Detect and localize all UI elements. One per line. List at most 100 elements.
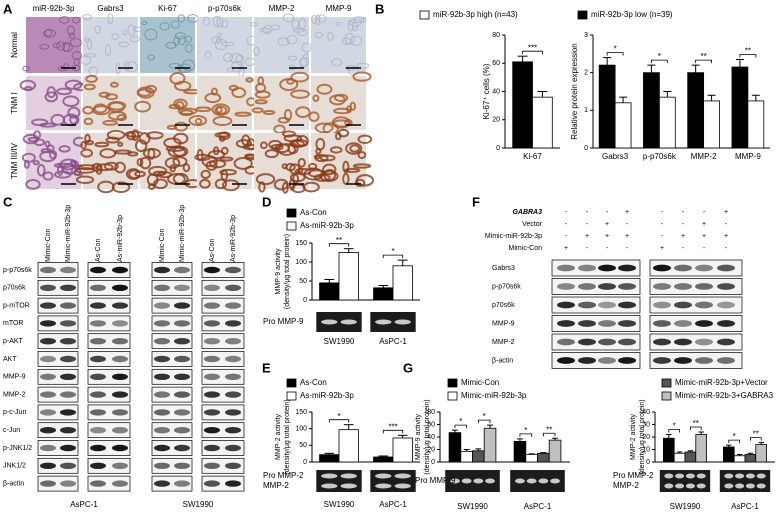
significance-label: ** xyxy=(693,419,699,428)
condition-sign: - xyxy=(661,221,664,228)
blot-band xyxy=(90,320,106,327)
blot-band xyxy=(90,409,106,416)
bar xyxy=(512,61,533,149)
tissue-structure xyxy=(315,14,321,26)
bar xyxy=(472,450,485,463)
y-tick-label: 3 xyxy=(584,32,588,39)
significance-label: ** xyxy=(753,430,759,439)
blot-band xyxy=(557,320,575,327)
blot-band xyxy=(598,357,616,364)
condition-sign: - xyxy=(725,245,728,252)
blot-band xyxy=(618,301,636,309)
tissue-structure xyxy=(48,150,58,160)
tissue-structure xyxy=(315,137,326,151)
significance-bracket xyxy=(695,59,712,64)
bar xyxy=(319,282,340,301)
blot-band xyxy=(112,320,128,327)
gel-image xyxy=(659,470,711,492)
tissue-structure xyxy=(84,139,94,146)
column-header: Ki-67 xyxy=(158,4,177,13)
tissue-structure xyxy=(253,47,260,56)
blot-frame xyxy=(151,351,193,367)
blot-row-label: Gabrs3 xyxy=(492,265,515,272)
condition-sign: - xyxy=(661,233,664,240)
significance-bracket xyxy=(454,424,468,429)
legend-swatch xyxy=(661,378,672,388)
bar xyxy=(338,252,359,301)
tissue-structure xyxy=(273,178,289,191)
y-tick-label: 100 xyxy=(295,426,307,433)
blot-band xyxy=(674,338,692,346)
blot-band xyxy=(40,302,56,309)
gel-label: Pro MMP-9 xyxy=(415,476,456,485)
blot-band xyxy=(40,409,56,416)
condition-sign: + xyxy=(625,233,629,240)
blot-band xyxy=(695,357,713,364)
significance-label: * xyxy=(459,417,462,426)
panel-label: D xyxy=(262,194,271,209)
gel-image xyxy=(510,470,565,492)
blot-band xyxy=(653,301,671,309)
tissue-structure xyxy=(352,163,372,169)
blot-band xyxy=(40,355,56,363)
tissue-structure xyxy=(329,94,346,106)
y-tick-label: 80 xyxy=(427,409,435,416)
tissue-structure xyxy=(221,41,235,47)
tissue-structure xyxy=(31,118,49,127)
tissue-structure xyxy=(166,124,178,130)
tissue-structure xyxy=(327,31,334,41)
y-tick-label: 0 xyxy=(646,459,650,466)
tissue-structure xyxy=(211,35,221,44)
tissue-structure xyxy=(292,28,305,33)
tissue-structure xyxy=(99,148,117,159)
blot-frame xyxy=(151,422,193,439)
gel-band xyxy=(745,483,755,489)
blot-band xyxy=(674,264,692,272)
tissue-structure xyxy=(273,124,286,134)
blot-frame xyxy=(87,422,131,439)
condition-sign: + xyxy=(681,233,685,240)
category-label: AsPC-1 xyxy=(379,500,407,509)
legend-label: As-miR-92b-3p xyxy=(300,391,354,400)
tissue-structure xyxy=(105,136,120,144)
tissue-structure xyxy=(342,172,350,185)
significance-bracket xyxy=(690,426,702,430)
gel-band xyxy=(394,473,411,479)
tissue-structure xyxy=(84,133,91,144)
blot-band xyxy=(60,355,76,363)
blot-band xyxy=(598,320,616,327)
blot-frame xyxy=(87,386,131,403)
blot-band xyxy=(204,284,220,291)
y-tick-label: 50 xyxy=(299,278,307,285)
tissue-structure xyxy=(331,58,343,67)
y-tick-label: 40 xyxy=(642,409,650,416)
blot-band xyxy=(204,320,220,327)
legend-swatch xyxy=(447,378,458,388)
condition-sign: - xyxy=(586,209,589,216)
tissue-structure xyxy=(234,111,252,117)
tissue-structure xyxy=(281,163,288,170)
gel-band xyxy=(756,483,766,489)
row-label: TNM I xyxy=(10,92,19,114)
blot-band xyxy=(225,444,241,452)
blot-frame xyxy=(87,315,131,332)
condition-sign: - xyxy=(626,221,629,228)
tissue-structure xyxy=(214,178,228,190)
blot-band xyxy=(225,480,241,487)
bar xyxy=(513,440,527,463)
tissue-structure xyxy=(333,93,349,102)
bar xyxy=(643,72,660,149)
gel-band xyxy=(485,478,495,484)
blot-frame xyxy=(201,297,245,314)
significance-label: ** xyxy=(745,47,751,56)
blot-band xyxy=(112,284,128,291)
blot-band xyxy=(90,462,106,469)
tissue-structure xyxy=(44,91,59,103)
tissue-structure xyxy=(108,110,127,121)
gel-band xyxy=(664,483,674,489)
bar xyxy=(373,287,394,301)
tissue-structure xyxy=(97,180,115,194)
legend-label: Mimic-Con xyxy=(461,378,499,387)
category-label: AsPC-1 xyxy=(379,337,407,346)
tissue-structure xyxy=(159,22,170,31)
